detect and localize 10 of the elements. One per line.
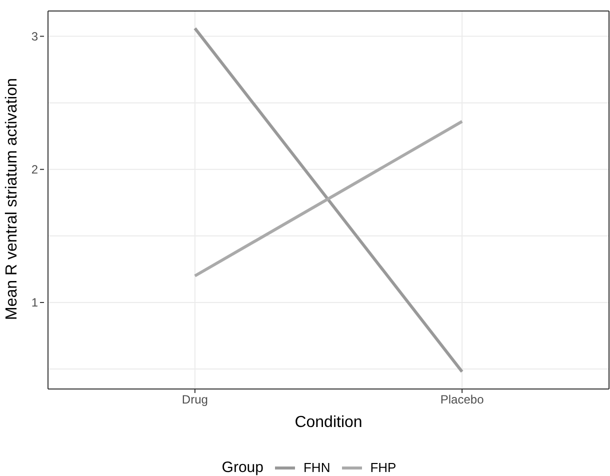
y-tick-label: 3 — [31, 29, 38, 44]
legend-label: FHN — [303, 460, 330, 475]
y-tick-label: 2 — [31, 162, 38, 176]
y-tick-label: 1 — [31, 295, 38, 310]
x-axis-title: Condition — [294, 414, 362, 431]
legend-label: FHP — [370, 460, 396, 475]
legend-title: Group — [222, 459, 264, 476]
y-axis-title: Mean R ventral striatum activation — [4, 78, 21, 320]
x-tick-label: Drug — [182, 392, 208, 407]
x-tick-label: Placebo — [440, 392, 484, 407]
